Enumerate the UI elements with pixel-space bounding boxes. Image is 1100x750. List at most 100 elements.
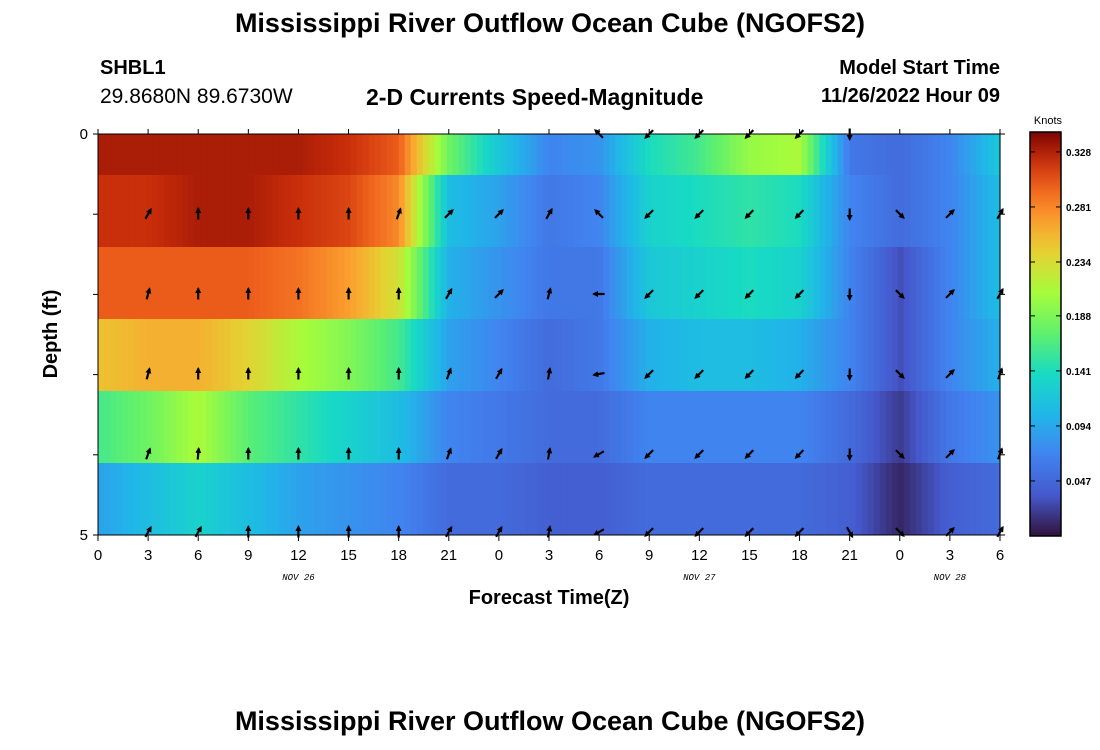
heatmap-cell bbox=[110, 391, 117, 463]
heatmap-cell bbox=[849, 247, 857, 319]
heatmap-cell bbox=[158, 391, 165, 463]
heatmap-cell bbox=[422, 319, 430, 391]
heatmap-cell bbox=[885, 391, 893, 463]
heatmap-cell bbox=[669, 463, 676, 535]
heatmap-cell bbox=[879, 319, 887, 391]
heatmap-cell bbox=[585, 391, 592, 463]
heatmap-cell bbox=[615, 175, 622, 247]
heatmap-cell bbox=[765, 134, 773, 175]
heatmap-cell bbox=[398, 463, 406, 535]
x-tick-label: 18 bbox=[390, 547, 407, 564]
heatmap-cell bbox=[975, 247, 983, 319]
heatmap-cell bbox=[488, 175, 496, 247]
heatmap-cell bbox=[152, 247, 159, 319]
heatmap-cell bbox=[536, 391, 544, 463]
heatmap-cell bbox=[741, 319, 749, 391]
x-tick-label: 21 bbox=[841, 547, 858, 564]
heatmap-cell bbox=[338, 247, 346, 319]
heatmap-cell bbox=[110, 247, 117, 319]
heatmap-cell bbox=[464, 134, 472, 175]
heatmap-cell bbox=[837, 319, 845, 391]
heatmap-cell bbox=[488, 319, 496, 391]
heatmap-cell bbox=[981, 247, 989, 319]
heatmap-cell bbox=[170, 175, 177, 247]
heatmap-cell bbox=[398, 319, 406, 391]
heatmap-cell bbox=[434, 463, 442, 535]
current-vector-arrow bbox=[445, 447, 452, 460]
heatmap-cell bbox=[639, 319, 646, 391]
heatmap-cell bbox=[969, 463, 977, 535]
x-tick-label: 12 bbox=[290, 547, 307, 564]
heatmap-cell bbox=[122, 175, 129, 247]
current-vector-arrow bbox=[444, 209, 454, 219]
heatmap-cell bbox=[458, 175, 466, 247]
heatmap-cell bbox=[158, 247, 165, 319]
heatmap-cell bbox=[567, 247, 574, 319]
heatmap-cell bbox=[356, 247, 364, 319]
heatmap-cell bbox=[837, 463, 845, 535]
heatmap-cell bbox=[963, 247, 971, 319]
heatmap-cell bbox=[320, 247, 328, 319]
heatmap-cell bbox=[723, 134, 730, 175]
heatmap-cell bbox=[675, 134, 682, 175]
heatmap-cell bbox=[615, 247, 622, 319]
heatmap-cell bbox=[536, 134, 544, 175]
heatmap-cell bbox=[422, 134, 430, 175]
heatmap-cell bbox=[669, 134, 676, 175]
heatmap-cell bbox=[567, 175, 574, 247]
current-vector-arrow bbox=[794, 369, 805, 379]
heatmap-cell bbox=[861, 247, 869, 319]
heatmap-cell bbox=[134, 134, 141, 175]
heatmap-cell bbox=[464, 319, 472, 391]
heatmap-cell bbox=[663, 175, 670, 247]
heatmap-cell bbox=[164, 319, 171, 391]
heatmap-cell bbox=[530, 391, 538, 463]
heatmap-cell bbox=[188, 247, 195, 319]
heatmap-cell bbox=[212, 247, 219, 319]
heatmap-cell bbox=[476, 319, 484, 391]
heatmap-cell bbox=[110, 134, 117, 175]
heatmap-cell bbox=[825, 134, 833, 175]
heatmap-cell bbox=[470, 175, 478, 247]
heatmap-cell bbox=[885, 134, 893, 175]
heatmap-cell bbox=[542, 134, 550, 175]
heatmap-cell bbox=[885, 463, 893, 535]
heatmap-cell bbox=[386, 175, 394, 247]
heatmap-cell bbox=[771, 463, 779, 535]
heatmap-cell bbox=[500, 319, 508, 391]
heatmap-cell bbox=[194, 247, 201, 319]
heatmap-cell bbox=[585, 175, 592, 247]
heatmap-cell bbox=[795, 247, 803, 319]
heatmap-cell bbox=[951, 134, 959, 175]
x-tick-label: 6 bbox=[996, 547, 1004, 564]
heatmap-cell bbox=[933, 391, 941, 463]
heatmap-cell bbox=[873, 175, 881, 247]
heatmap-cell bbox=[434, 134, 442, 175]
heatmap-cell bbox=[561, 175, 568, 247]
current-vector-arrow bbox=[494, 289, 504, 299]
heatmap-cell bbox=[837, 247, 845, 319]
heatmap-cell bbox=[675, 319, 682, 391]
heatmap-cell bbox=[867, 247, 875, 319]
heatmap-cell bbox=[693, 134, 700, 175]
heatmap-cell bbox=[747, 247, 755, 319]
heatmap-cell bbox=[849, 134, 857, 175]
heatmap-cell bbox=[416, 463, 424, 535]
heatmap-cell bbox=[452, 134, 460, 175]
heatmap-cell bbox=[963, 319, 971, 391]
heatmap-cell bbox=[230, 134, 237, 175]
heatmap-cell bbox=[957, 134, 965, 175]
heatmap-cell bbox=[152, 391, 159, 463]
heatmap-cell bbox=[344, 391, 352, 463]
heatmap-cell bbox=[494, 391, 502, 463]
heatmap-cell bbox=[609, 134, 616, 175]
heatmap-cell bbox=[729, 247, 737, 319]
heatmap-cell bbox=[368, 319, 376, 391]
heatmap-cell bbox=[452, 175, 460, 247]
heatmap-cell bbox=[128, 247, 135, 319]
heatmap-cell bbox=[332, 463, 340, 535]
heatmap-cell bbox=[783, 175, 791, 247]
heatmap-cell bbox=[663, 463, 670, 535]
heatmap-cell bbox=[320, 175, 328, 247]
heatmap-cell bbox=[591, 247, 598, 319]
